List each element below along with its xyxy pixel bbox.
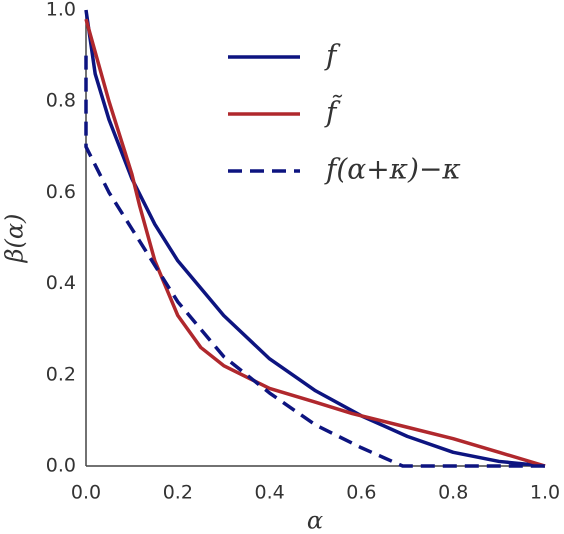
legend-label: f(α+κ)−κ (324, 153, 461, 186)
y-axis-label: β(α) (1, 214, 29, 264)
y-tick-label: 0.2 (46, 363, 76, 385)
x-tick-label: 0.4 (254, 482, 284, 504)
line-series (84, 9, 546, 468)
x-axis-label: α (307, 507, 323, 534)
line-series (84, 55, 545, 468)
x-tick-label: 0.2 (163, 482, 193, 504)
x-tick-label: 0.8 (438, 482, 468, 504)
y-tick-label: 1.0 (46, 0, 76, 21)
y-tick-label: 0.8 (46, 90, 76, 112)
x-tick-label: 0.6 (346, 482, 376, 504)
y-tick-label: 0.4 (46, 272, 76, 294)
legend-label: f (324, 39, 341, 72)
y-tick-label: 0.6 (46, 181, 76, 203)
line-series (84, 18, 546, 468)
legend-label: f̃ (324, 94, 343, 128)
x-tick-label: 0.0 (71, 482, 101, 504)
x-tick-label: 1.0 (530, 482, 560, 504)
y-tick-label: 0.0 (46, 455, 76, 477)
